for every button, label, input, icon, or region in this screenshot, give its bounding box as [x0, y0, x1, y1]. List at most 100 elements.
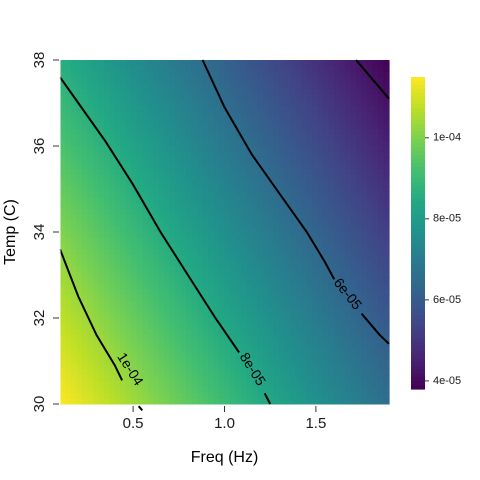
heatmap-cell	[240, 300, 248, 308]
heatmap-cell	[136, 381, 143, 388]
heatmap-cell	[92, 203, 99, 210]
heatmap-cell	[290, 111, 297, 118]
heatmap-cell	[175, 94, 182, 101]
heatmap-cell	[290, 249, 297, 256]
heatmap-cell	[103, 117, 110, 124]
heatmap-cell	[350, 312, 357, 319]
heatmap-cell	[339, 220, 346, 227]
heatmap-cell	[169, 318, 176, 325]
heatmap-cell	[76, 358, 83, 365]
heatmap-cell	[317, 111, 324, 118]
heatmap-cell	[197, 168, 204, 176]
heatmap-cell	[323, 254, 330, 262]
heatmap-cell	[191, 312, 198, 319]
heatmap-cell	[153, 168, 160, 176]
heatmap-cell	[317, 197, 324, 204]
heatmap-cell	[109, 134, 116, 141]
heatmap-cell	[219, 65, 226, 73]
heatmap-cell	[147, 358, 154, 365]
heatmap-cell	[208, 249, 215, 256]
heatmap-cell	[301, 71, 308, 78]
heatmap-cell	[219, 82, 226, 90]
heatmap-cell	[350, 146, 357, 153]
heatmap-cell	[76, 398, 83, 405]
heatmap-cell	[350, 254, 357, 262]
heatmap-cell	[81, 398, 89, 405]
heatmap-cell	[81, 266, 89, 273]
heatmap-cell	[295, 272, 302, 279]
heatmap-cell	[164, 386, 171, 394]
heatmap-cell	[268, 191, 275, 199]
heatmap-cell	[92, 94, 99, 101]
heatmap-cell	[350, 77, 357, 84]
heatmap-cell	[147, 82, 154, 90]
heatmap-cell	[257, 329, 264, 336]
heatmap-cell	[153, 335, 160, 342]
heatmap-cell	[131, 272, 138, 279]
heatmap-cell	[262, 277, 269, 285]
heatmap-cell	[180, 60, 187, 67]
heatmap-cell	[356, 209, 363, 216]
heatmap-cell	[273, 283, 280, 290]
heatmap-cell	[70, 226, 78, 233]
heatmap-cell	[153, 94, 160, 101]
heatmap-cell	[328, 329, 335, 336]
heatmap-cell	[186, 277, 193, 285]
heatmap-cell	[98, 94, 105, 101]
heatmap-cell	[92, 168, 99, 176]
heatmap-cell	[142, 100, 149, 107]
colorbar-segment	[411, 217, 425, 222]
heatmap-cell	[295, 381, 302, 388]
heatmap-cell	[169, 329, 176, 336]
heatmap-cell	[378, 300, 385, 308]
heatmap-cell	[229, 272, 237, 279]
heatmap-cell	[202, 312, 209, 319]
heatmap-cell	[290, 146, 297, 153]
heatmap-cell	[125, 168, 132, 176]
heatmap-cell	[229, 254, 237, 262]
heatmap-cell	[125, 358, 132, 365]
heatmap-cell	[169, 123, 176, 130]
heatmap-cell	[109, 117, 116, 124]
heatmap-cell	[136, 203, 143, 210]
heatmap-cell	[213, 77, 220, 84]
heatmap-cell	[262, 312, 269, 319]
heatmap-cell	[290, 186, 297, 193]
heatmap-cell	[345, 232, 352, 239]
heatmap-cell	[334, 82, 341, 90]
heatmap-cell	[339, 312, 346, 319]
heatmap-cell	[125, 386, 132, 394]
heatmap-cell	[268, 266, 275, 273]
heatmap-cell	[295, 340, 302, 348]
heatmap-cell	[87, 283, 94, 290]
heatmap-cell	[235, 363, 242, 371]
heatmap-cell	[356, 82, 363, 90]
heatmap-cell	[213, 146, 220, 153]
heatmap-cell	[158, 214, 165, 222]
heatmap-cell	[158, 77, 165, 84]
heatmap-cell	[81, 77, 89, 84]
heatmap-cell	[268, 214, 275, 222]
heatmap-cell	[323, 277, 330, 285]
heatmap-cell	[81, 174, 89, 181]
heatmap-cell	[98, 254, 105, 262]
heatmap-cell	[257, 369, 264, 376]
heatmap-cell	[109, 140, 116, 147]
heatmap-cell	[257, 60, 264, 67]
colorbar-segment	[411, 287, 425, 293]
heatmap-cell	[372, 335, 379, 342]
heatmap-cell	[158, 123, 165, 130]
heatmap-cell	[180, 180, 187, 187]
heatmap-cell	[284, 209, 291, 216]
heatmap-cell	[164, 100, 171, 107]
heatmap-cell	[153, 375, 160, 382]
heatmap-cell	[372, 140, 379, 147]
heatmap-cell	[153, 277, 160, 285]
heatmap-cell	[142, 335, 149, 342]
heatmap-cell	[328, 220, 335, 227]
heatmap-cell	[284, 100, 291, 107]
heatmap-cell	[131, 335, 138, 342]
heatmap-cell	[147, 151, 154, 159]
heatmap-cell	[202, 128, 209, 136]
heatmap-cell	[114, 363, 121, 371]
